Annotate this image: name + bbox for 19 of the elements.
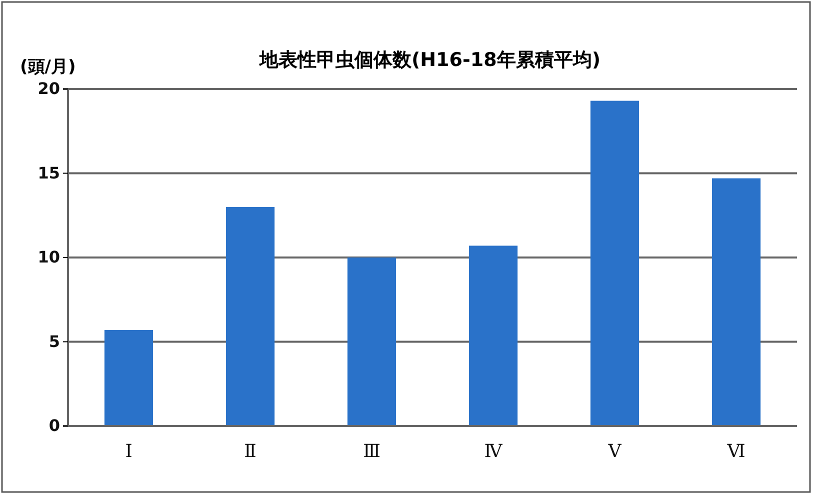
chart-title: 地表性甲虫個体数(H16-18年累積平均) [258,49,601,71]
y-tick-label: 5 [48,332,60,351]
y-axis-title: (頭/月) [20,57,76,77]
x-tick-label: Ⅴ [607,440,622,462]
x-tick-label: Ⅵ [726,440,746,462]
bar [468,246,518,426]
y-tick-label: 20 [38,79,60,98]
bar [347,258,396,426]
x-tick-label: Ⅲ [363,440,380,462]
y-tick-label: 0 [48,416,60,436]
bar [104,330,154,426]
y-tick-label: 10 [38,248,60,267]
bar [590,100,640,426]
x-tick-label: Ⅰ [125,440,132,462]
x-tick-label: Ⅳ [484,440,504,462]
y-tick-label: 15 [38,163,60,182]
bar [226,206,275,426]
bar [712,178,761,426]
x-tick-label: Ⅱ [244,440,256,462]
